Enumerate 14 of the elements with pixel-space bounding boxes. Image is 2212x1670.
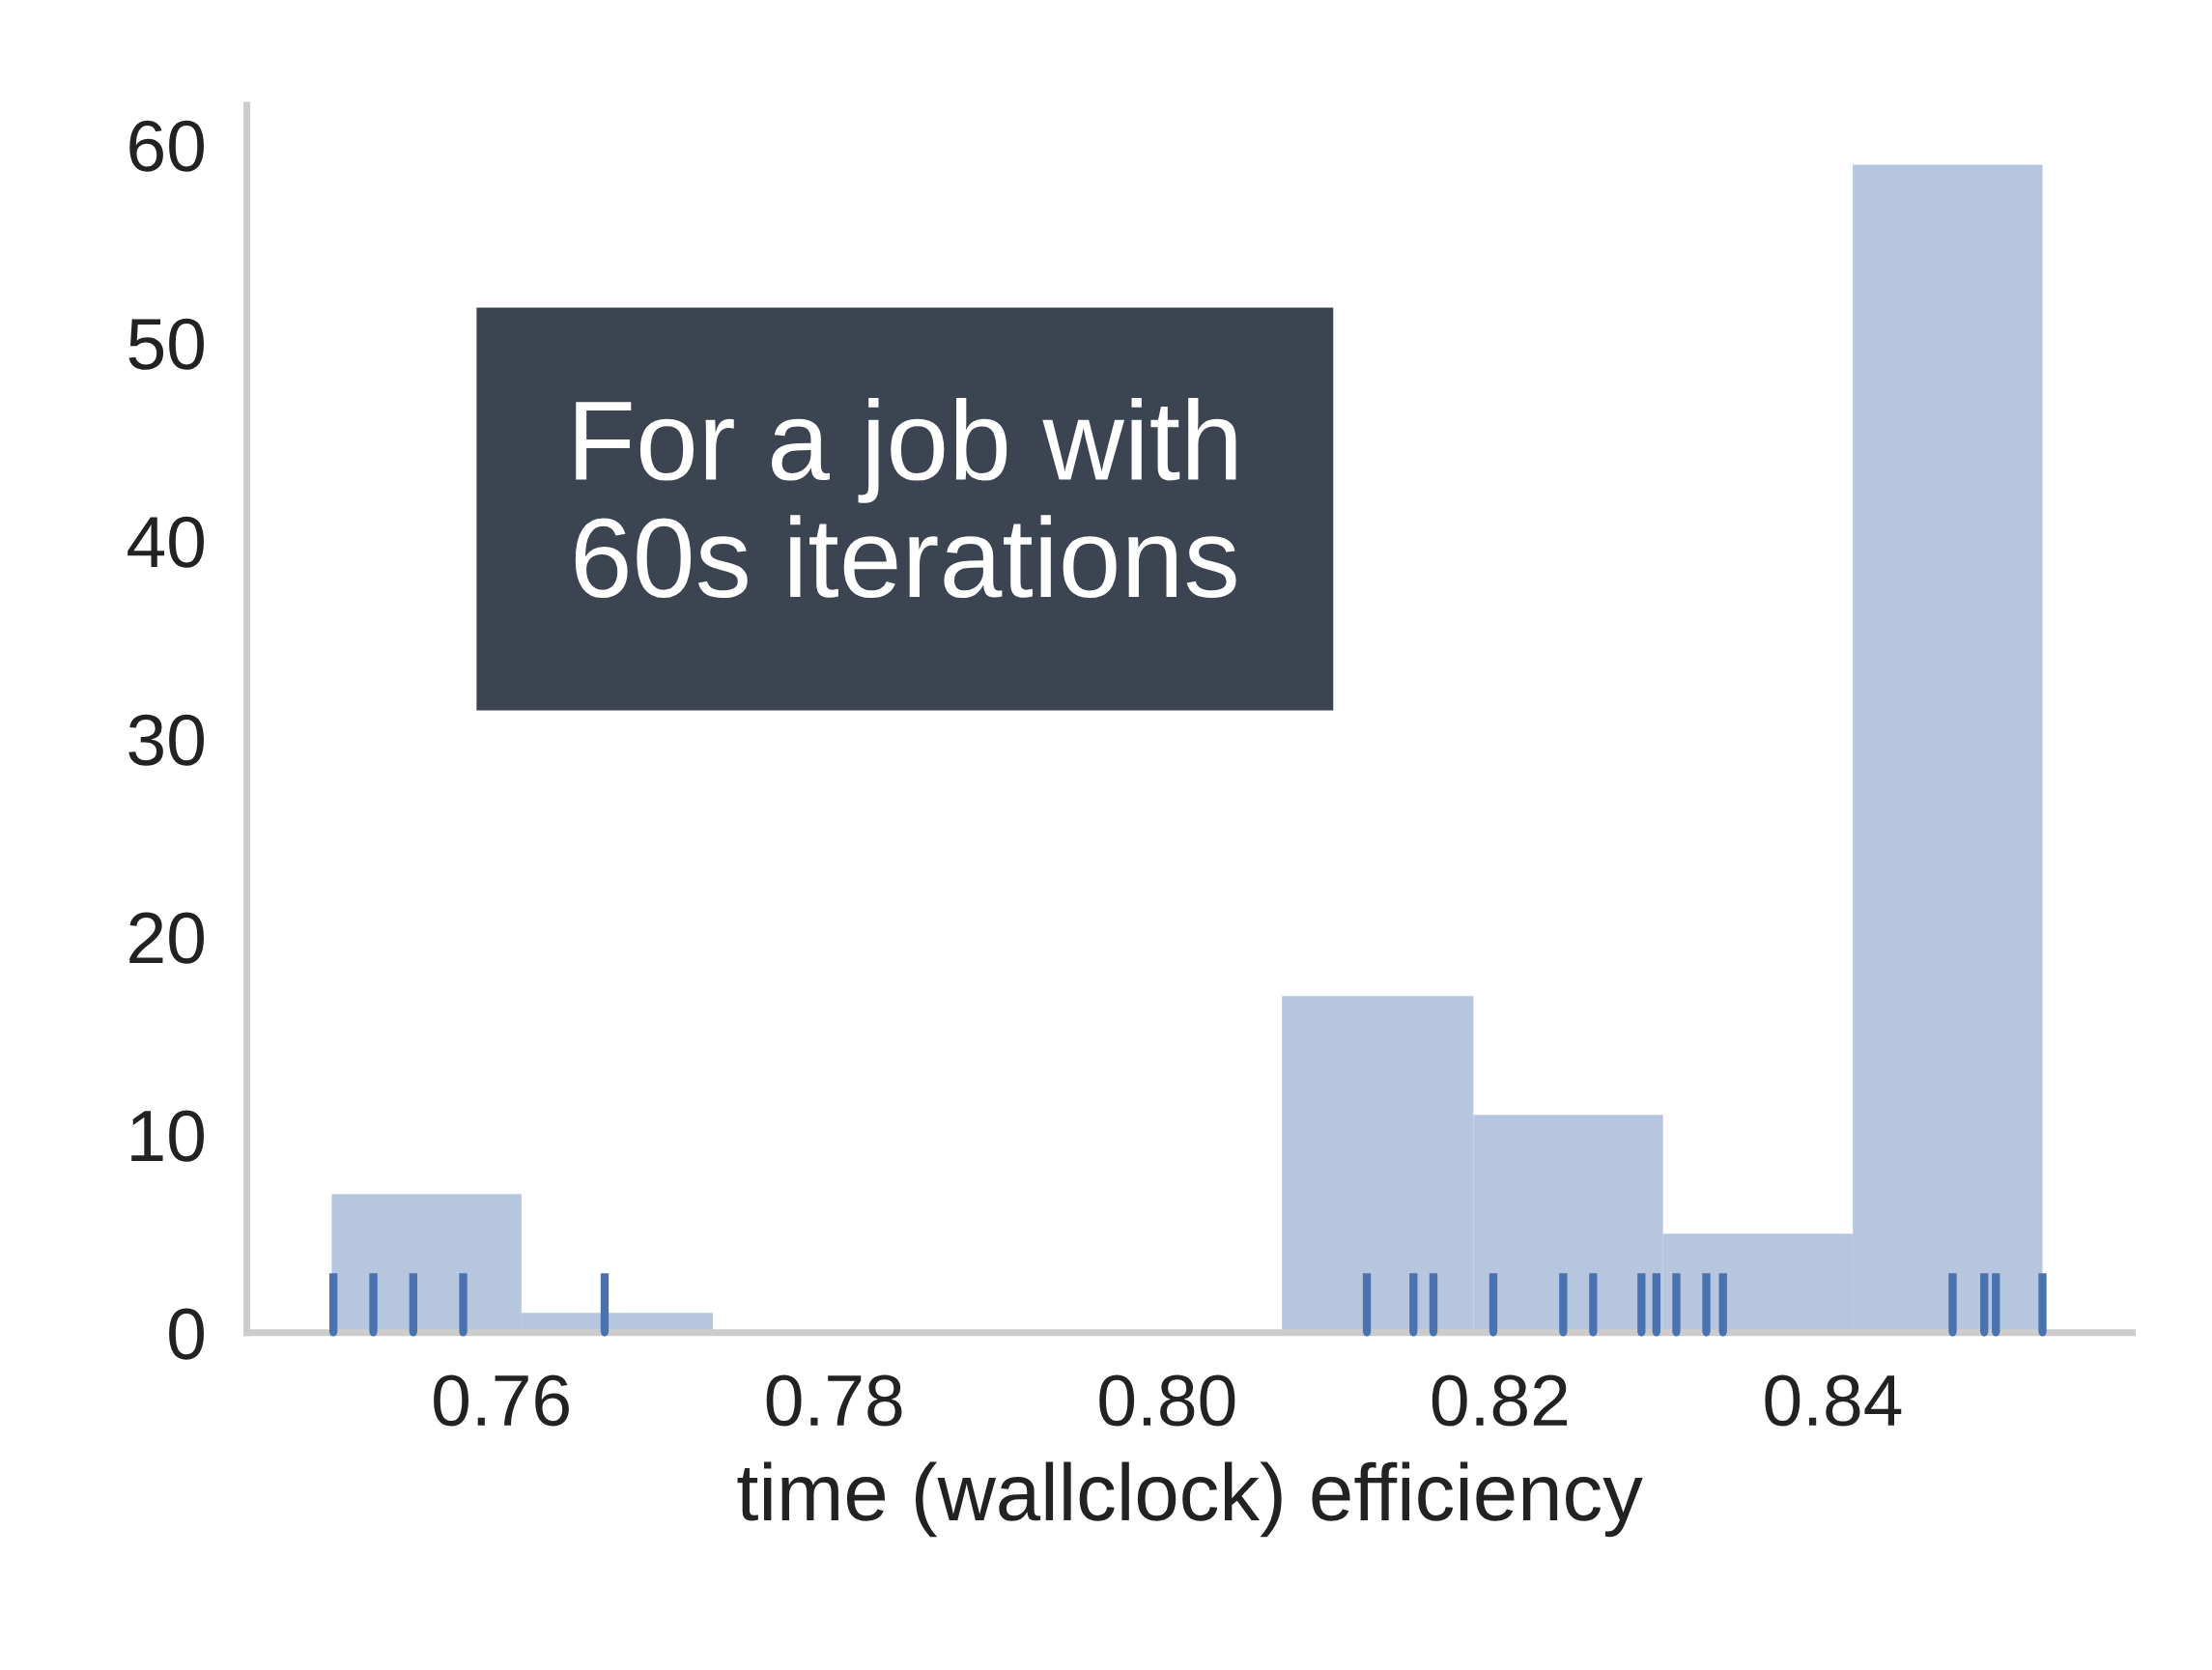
x-tick-label: 0.80 <box>1099 1374 1235 1427</box>
y-tick-label: 50 <box>128 318 204 370</box>
x-tick-label: 0.84 <box>1765 1374 1902 1427</box>
y-tick-label: 0 <box>169 1308 204 1360</box>
y-tick-label: 40 <box>128 516 204 568</box>
y-tick-label: 30 <box>128 714 204 766</box>
x-tick-label: 0.78 <box>766 1374 902 1427</box>
x-tick-label: 0.82 <box>1432 1374 1568 1427</box>
annotation: For a job with 60s iterations <box>575 397 1236 599</box>
y-tick-label: 10 <box>131 1110 204 1162</box>
y-tick-label: 20 <box>129 912 204 964</box>
x-axis-title: time (wallclock) efficiency <box>737 1461 1643 1538</box>
x-tick-label: 0.76 <box>434 1374 569 1427</box>
y-tick-label: 60 <box>129 120 204 172</box>
